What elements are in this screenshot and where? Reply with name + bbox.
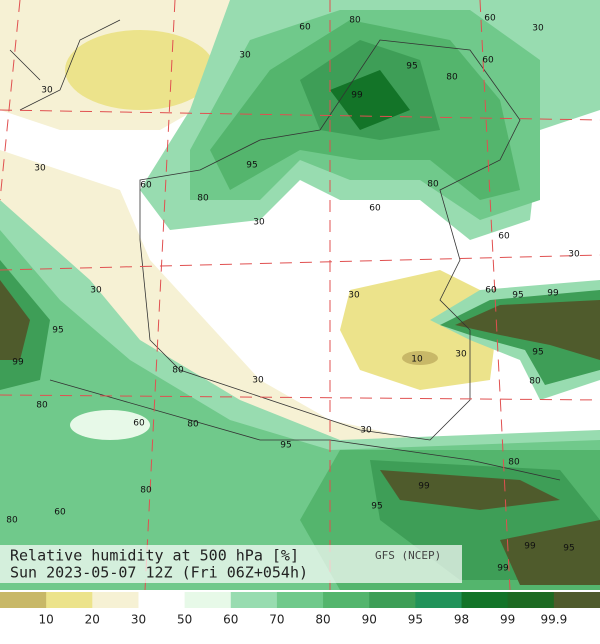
contour-label: 80 [508, 458, 520, 468]
colorbar-label: 70 [269, 613, 284, 627]
graticule [0, 0, 600, 591]
contour-label: 60 [140, 181, 152, 191]
contour-label: 80 [36, 401, 48, 411]
contour-label: 10 [411, 355, 423, 365]
colorbar-label: 90 [362, 613, 377, 627]
contour-label: 95 [52, 326, 63, 336]
colorbar-swatch [276, 592, 324, 608]
colorbar-swatch [138, 592, 186, 608]
colorbar-swatch [461, 592, 509, 608]
contour-label: 60 [54, 508, 66, 518]
colorbar-swatch [230, 592, 278, 608]
contour-label: 30 [348, 291, 360, 301]
colorbar-swatch [0, 592, 47, 608]
contour-label: 95 [512, 291, 523, 301]
contour-label: 60 [133, 419, 145, 429]
contour-label: 95 [371, 502, 382, 512]
contour-label: 95 [406, 62, 417, 72]
contour-label: 99 [418, 482, 430, 492]
colorbar-swatch [92, 592, 139, 608]
subtitle: Sun 2023-05-07 12Z (Fri 06Z+054h) [10, 564, 308, 582]
contour-label: 60 [482, 56, 494, 66]
colorbar-swatch [415, 592, 463, 608]
contour-label: 60 [369, 204, 381, 214]
title-box [0, 545, 462, 583]
contour-label: 80 [6, 516, 18, 526]
contour-label: 95 [246, 161, 257, 171]
map-field [0, 0, 600, 590]
colorbar-swatch [507, 592, 555, 608]
colorbar-label: 50 [177, 613, 192, 627]
contour-label: 30 [90, 286, 102, 296]
contour-label: 30 [252, 376, 264, 386]
contour-label: 60 [485, 286, 497, 296]
colorbar-label: 95 [408, 613, 423, 627]
contour-label: 80 [446, 73, 458, 83]
colorbar: 10 20 30 50 60 70 80 90 95 98 99 99.9 [0, 592, 600, 627]
title: Relative humidity at 500 hPa [%] [10, 547, 299, 565]
contour-label: 80 [529, 377, 541, 387]
colorbar-label: 80 [315, 613, 330, 627]
colorbar-label: 99.9 [540, 613, 567, 627]
contour-label: 80 [349, 16, 361, 26]
contour-label: 30 [34, 164, 46, 174]
contour-label: 30 [532, 24, 544, 34]
contour-label: 30 [41, 86, 53, 96]
contour-label: 99 [524, 542, 536, 552]
contour-label: 60 [498, 232, 510, 242]
colorbar-label: 30 [131, 613, 146, 627]
contour-label: 30 [253, 218, 265, 228]
borders [9, 19, 561, 481]
contour-label: 30 [360, 426, 372, 436]
contour-label: 95 [563, 544, 574, 554]
contour-label: 80 [187, 420, 199, 430]
contour-label: 99 [12, 358, 24, 368]
contour-label: 30 [568, 250, 580, 260]
contour-label: 80 [172, 366, 184, 376]
contour-label: 99 [497, 564, 509, 574]
contour-label: 30 [239, 51, 251, 61]
colorbar-swatch [369, 592, 416, 608]
colorbar-swatch [323, 592, 370, 608]
contour-label: 80 [197, 194, 209, 204]
contour-label: 99 [351, 91, 363, 101]
contour-label: 80 [427, 180, 439, 190]
contour-label: 99 [547, 289, 559, 299]
colorbar-swatch [184, 592, 232, 608]
colorbar-swatch [46, 592, 93, 608]
source: GFS (NCEP) [375, 549, 441, 562]
contour-label: 80 [140, 486, 152, 496]
colorbar-label: 99 [500, 613, 515, 627]
colorbar-swatch [553, 592, 600, 608]
colorbar-label: 20 [85, 613, 100, 627]
contour-label: 60 [299, 23, 311, 33]
colorbar-label: 98 [454, 613, 469, 627]
contour-labels: 60 80 60 30 30 95 99 80 60 30 95 80 60 6… [6, 14, 580, 574]
colorbar-label: 10 [39, 613, 54, 627]
contour-label: 95 [280, 441, 291, 451]
contour-label: 60 [484, 14, 496, 24]
contour-label: 30 [455, 350, 467, 360]
colorbar-label: 60 [223, 613, 238, 627]
contour-label: 95 [532, 348, 543, 358]
